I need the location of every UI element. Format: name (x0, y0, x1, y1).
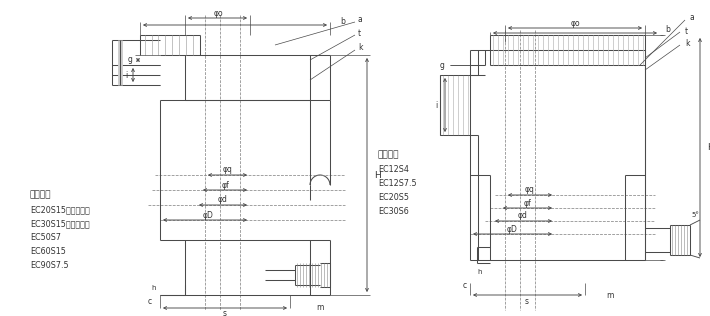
Text: s: s (223, 308, 227, 316)
Text: s: s (525, 297, 529, 307)
Text: i: i (125, 70, 127, 80)
Text: EC20S15（把手付）: EC20S15（把手付） (30, 205, 89, 215)
Text: φf: φf (222, 180, 230, 190)
Text: EC30S15（把手付）: EC30S15（把手付） (30, 220, 89, 228)
Text: φo: φo (570, 19, 580, 27)
Text: i: i (436, 100, 438, 110)
Text: m: m (606, 290, 613, 300)
Text: EC12S4: EC12S4 (378, 166, 409, 174)
Text: H: H (374, 171, 381, 179)
Text: 適応機種: 適応機種 (378, 150, 400, 160)
Text: b: b (665, 26, 670, 34)
Text: b: b (340, 17, 345, 27)
Text: EC20S5: EC20S5 (378, 193, 409, 203)
Text: 適応機種: 適応機種 (30, 191, 52, 199)
Text: φd: φd (518, 211, 528, 221)
Text: c: c (148, 297, 152, 307)
Text: g: g (440, 60, 445, 70)
Text: m: m (317, 303, 324, 313)
Text: φd: φd (218, 196, 228, 204)
Text: c: c (463, 281, 467, 289)
Text: φo: φo (213, 9, 223, 19)
Text: EC30S6: EC30S6 (378, 208, 409, 216)
Text: φq: φq (223, 166, 233, 174)
Text: EC60S15: EC60S15 (30, 247, 66, 257)
Text: a: a (358, 15, 363, 25)
Text: h: h (478, 269, 482, 275)
Text: k: k (685, 39, 689, 47)
Text: EC12S7.5: EC12S7.5 (378, 179, 417, 189)
Text: EC90S7.5: EC90S7.5 (30, 262, 69, 270)
Text: a: a (690, 14, 695, 22)
Text: φq: φq (525, 185, 535, 195)
Text: φD: φD (506, 224, 518, 234)
Text: φD: φD (202, 210, 214, 220)
Text: H: H (707, 143, 710, 151)
Text: 5°: 5° (691, 212, 699, 218)
Text: φf: φf (523, 198, 531, 208)
Text: h: h (151, 285, 156, 291)
Text: k: k (358, 44, 363, 52)
Text: EC50S7: EC50S7 (30, 234, 61, 242)
Text: g: g (127, 56, 132, 64)
Text: t: t (358, 28, 361, 38)
Text: t: t (685, 27, 688, 35)
